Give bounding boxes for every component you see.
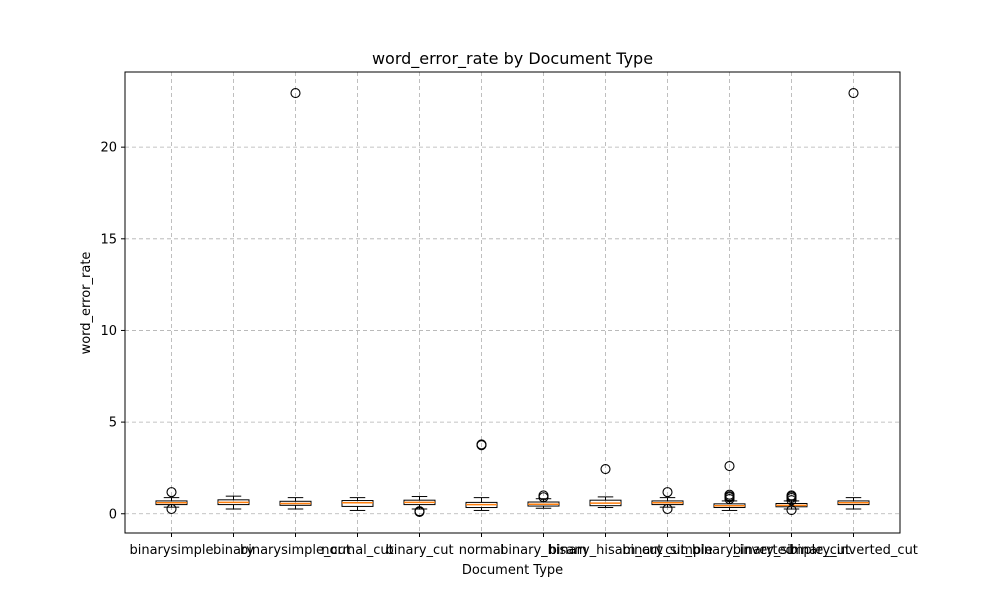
chart-title: word_error_rate by Document Type: [372, 49, 653, 69]
box-group: [403, 496, 436, 517]
x-tick-label: binarysimple_cut: [240, 543, 351, 558]
flier-point: [724, 489, 735, 500]
x-axis-label: Document Type: [462, 563, 563, 578]
flier-point: [786, 505, 797, 516]
flier-point: [786, 490, 797, 501]
x-tick-label: binary_hisam: [500, 543, 587, 558]
box-group: [341, 497, 374, 511]
flier-point: [290, 88, 301, 99]
x-tick-label: cut_binary_inverted: [665, 543, 794, 558]
y-tick-label: 15: [100, 232, 117, 247]
y-tick-label: 0: [109, 507, 117, 522]
box-group: [775, 490, 808, 516]
y-tick-label: 20: [100, 141, 117, 156]
box-layer: [155, 88, 870, 517]
x-tick-label: binary_cut: [385, 543, 453, 558]
box-group: [651, 487, 684, 515]
flier-point: [414, 506, 425, 517]
x-tick-label: binary_inverted_cut: [789, 543, 918, 558]
plot-frame: [124, 71, 901, 534]
flier-point: [166, 487, 177, 498]
box-group: [279, 88, 312, 510]
flier-point: [724, 461, 735, 472]
box-group: [527, 490, 560, 509]
box-group: [589, 463, 622, 509]
flier-point: [166, 503, 177, 515]
x-tick-label: normal: [459, 543, 505, 558]
box-group: [837, 88, 870, 510]
flier-point: [476, 439, 487, 450]
x-tick-label: binary: [213, 543, 254, 558]
y-axis-label: word_error_rate: [79, 252, 94, 355]
box-group: [465, 439, 498, 511]
y-tick-label: 5: [109, 416, 117, 431]
flier-point: [662, 503, 673, 515]
grid-layer: [125, 72, 900, 533]
x-tick-label: normal_cut: [321, 543, 394, 558]
y-tick-label: 10: [100, 324, 117, 339]
x-tick-label: binary_hisam_cut: [549, 543, 663, 558]
box-group: [713, 461, 746, 511]
box-group: [155, 487, 188, 515]
flier-point: [600, 463, 611, 475]
x-tick-label: binary_simple: [622, 543, 713, 558]
box-group: [217, 495, 250, 510]
flier-point: [848, 88, 859, 99]
x-tick-label: binary_simple_cut: [733, 543, 851, 558]
flier-point: [538, 490, 549, 501]
flier-point: [662, 487, 673, 498]
axis-layer: 0 5 10 15 20 binarysimple binarybinarysimple_c…: [100, 141, 917, 558]
x-tick-label: binarysimple: [129, 543, 213, 558]
